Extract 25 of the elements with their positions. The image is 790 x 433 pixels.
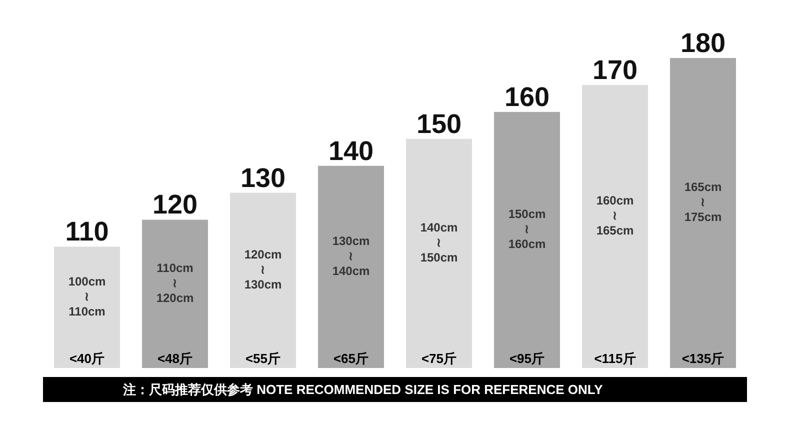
annotation: 140cm ≀ 150cm [420, 220, 458, 264]
x-tick-label: <40斤 [69, 351, 105, 366]
annotation: 150cm ≀ 160cm [508, 206, 546, 251]
data-label: 110 [65, 216, 109, 247]
x-tick-label: <115斤 [594, 351, 636, 366]
data-label: 170 [592, 54, 638, 85]
data-label: 150 [416, 108, 462, 139]
text: 注：尺码推荐仅供参考 NOTE RECOMMENDED SIZE IS FOR REFERENCE ONLY [122, 382, 604, 397]
x-tick-label: <75斤 [421, 351, 457, 366]
x-tick-label: <65斤 [333, 351, 369, 366]
data-label: 180 [680, 28, 726, 58]
annotation: 160cm ≀ 165cm [596, 193, 634, 238]
x-tick-label: <135斤 [682, 351, 724, 366]
x-tick-label: <95斤 [509, 351, 545, 366]
data-label: 130 [240, 162, 286, 193]
annotation: 120cm ≀ 130cm [244, 247, 282, 292]
annotation: 100cm ≀ 110cm [68, 274, 106, 318]
x-tick-label: <48斤 [157, 351, 193, 366]
annotation: 165cm ≀ 175cm [684, 180, 722, 224]
annotation: 130cm ≀ 140cm [332, 234, 370, 278]
data-label: 140 [328, 136, 374, 166]
annotation: 110cm ≀ 120cm [156, 260, 194, 305]
data-label: 160 [504, 82, 550, 112]
x-tick-label: <55斤 [245, 351, 281, 366]
data-label: 120 [152, 190, 198, 220]
